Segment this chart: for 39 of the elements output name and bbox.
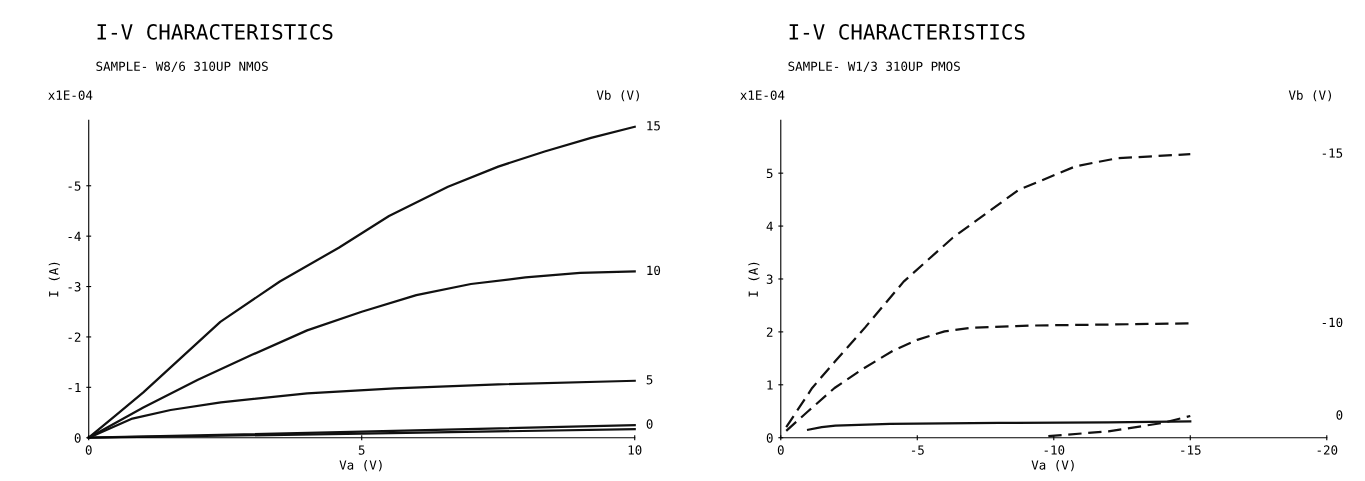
y-tick-label: 0 <box>766 433 773 443</box>
y-tick-label: -1 <box>68 382 81 393</box>
series-label: 5 <box>646 375 653 385</box>
series-label: 0 <box>646 419 653 429</box>
chart-title: I-V CHARACTERISTICS <box>97 24 333 40</box>
y-tick-label: -2 <box>68 332 81 342</box>
x-tick-label: -5 <box>911 445 924 455</box>
x-tick-label: -20 <box>1317 445 1338 455</box>
y-tick-label: 1 <box>767 380 773 390</box>
y-tick-label: -3 <box>68 282 81 292</box>
y-axis-title: I (A) <box>48 262 60 297</box>
chart-title: I-V CHARACTERISTICS <box>789 24 1025 40</box>
text: x1E-04 <box>740 90 785 100</box>
y-tick-label: 4 <box>766 221 773 231</box>
chart-subtitle: SAMPLE- W8/6 310UP NMOS <box>96 61 268 72</box>
text: -15 <box>1322 148 1343 158</box>
y-tick-label: -4 <box>68 231 81 241</box>
y-tick-label: 2 <box>766 327 773 337</box>
x-tick-label: 0 <box>777 445 784 455</box>
legend-title: Vb (V) <box>1288 90 1332 102</box>
text: -10 <box>1322 317 1343 328</box>
x-tick-label: -15 <box>1181 445 1201 455</box>
legend-title: Vb (V) <box>596 90 639 102</box>
text: x1E-04 <box>48 90 93 100</box>
x-tick-label: 0 <box>85 445 92 455</box>
y-tick-label: -5 <box>68 181 81 191</box>
text: 0 <box>1336 410 1343 420</box>
x-tick-label: -10 <box>1044 445 1065 455</box>
series-label: 15 <box>647 121 660 131</box>
y-axis-title: I (A) <box>748 262 760 297</box>
y-tick-label: 0 <box>74 433 81 443</box>
y-tick-label: 3 <box>766 274 773 284</box>
x-axis-title: Va (V) <box>1031 460 1074 472</box>
x-tick-label: 5 <box>358 445 365 455</box>
series-label: 10 <box>647 265 661 276</box>
x-axis-title: Va (V) <box>339 460 382 472</box>
y-tick-label: 5 <box>766 168 773 179</box>
x-tick-label: 10 <box>628 445 642 455</box>
chart-subtitle: SAMPLE- W1/3 310UP PMOS <box>788 61 960 72</box>
